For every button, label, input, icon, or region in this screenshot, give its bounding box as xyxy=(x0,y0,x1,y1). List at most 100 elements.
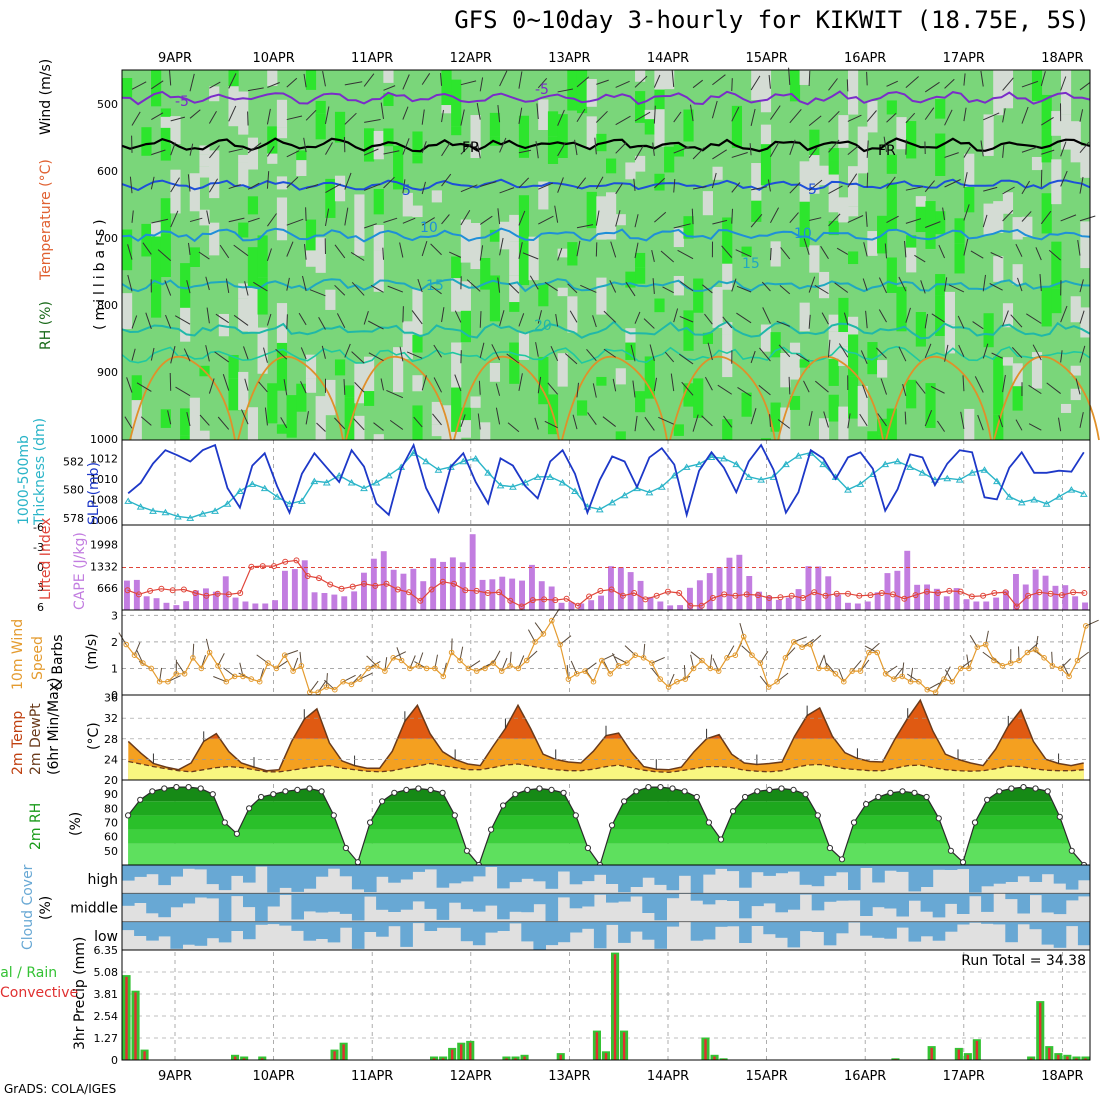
rh-cell xyxy=(906,247,917,273)
rh-cell xyxy=(596,196,607,240)
rh-marker xyxy=(572,812,579,819)
rh-cell xyxy=(509,214,520,242)
temperature-label: Temperature (°C) xyxy=(38,159,54,281)
wind-barb xyxy=(557,109,565,126)
wind-barb xyxy=(866,140,869,158)
cloud-cell xyxy=(472,893,486,912)
temp-units: (°C) xyxy=(86,722,102,750)
rh-cell xyxy=(286,395,297,438)
wind-barb xyxy=(1021,80,1039,88)
thickness-marker xyxy=(149,507,157,514)
rh-cell xyxy=(547,111,559,137)
wind-speed-marker xyxy=(866,649,872,656)
rh-cell xyxy=(993,70,1004,116)
rh-cell xyxy=(276,303,288,343)
wind-barb xyxy=(770,142,780,157)
cloud-cell xyxy=(1053,893,1067,915)
cloud-cell xyxy=(182,921,196,945)
wind-barb xyxy=(576,382,579,398)
wind-barb xyxy=(499,187,515,194)
wind-barb xyxy=(574,139,578,156)
wind-barb xyxy=(534,417,539,430)
cloud-cell xyxy=(666,921,680,927)
wind-speed-marker xyxy=(899,673,906,680)
rh-band xyxy=(128,829,1085,844)
rh-cell xyxy=(964,408,975,440)
rh-cell xyxy=(489,112,501,137)
rh-cell xyxy=(518,115,530,158)
li-marker xyxy=(563,595,570,602)
rh-cell xyxy=(305,219,317,251)
li-marker xyxy=(946,587,953,594)
precip-conv-bar xyxy=(261,1058,264,1060)
wind-barb xyxy=(1035,247,1042,261)
li-marker xyxy=(698,602,705,609)
wind-barb xyxy=(151,149,166,156)
rh-cell xyxy=(635,252,646,268)
wind-barb xyxy=(266,248,272,262)
precip-conv-bar xyxy=(1057,1054,1060,1060)
cloud-cell xyxy=(230,893,244,897)
cloud-cell xyxy=(763,893,776,904)
rh-cell xyxy=(828,148,839,161)
cloud-cell xyxy=(993,921,1006,925)
rh-label-surface: 2m RH xyxy=(28,803,44,850)
rh-cell xyxy=(596,277,607,315)
wind-barb xyxy=(1040,71,1046,87)
rh-cell xyxy=(857,385,868,427)
cloud-cell xyxy=(787,865,801,872)
precip-total-bar xyxy=(1072,1056,1081,1060)
rh-cell xyxy=(305,70,317,90)
rh-cell xyxy=(828,394,839,422)
rh-cell xyxy=(412,205,423,218)
cloud-cell xyxy=(448,921,462,928)
wind-barb xyxy=(324,106,330,125)
wind-speed-marker xyxy=(156,678,163,685)
thickness-marker xyxy=(819,460,828,468)
rh-cell xyxy=(1051,241,1062,289)
cloud-cell xyxy=(581,893,595,907)
wind-speed-marker xyxy=(1083,623,1089,629)
rh-cell xyxy=(809,245,820,273)
cloud-cell xyxy=(618,893,631,902)
cloud-cell xyxy=(533,893,546,905)
wind-barb xyxy=(931,313,945,323)
rh-cell xyxy=(480,422,491,440)
rh-cell xyxy=(538,99,549,130)
rh-cell xyxy=(267,70,278,86)
wind-barb xyxy=(1015,243,1023,257)
wind-barb xyxy=(557,142,567,157)
date-label-bottom: 15APR xyxy=(745,1069,787,1084)
rh-cell xyxy=(789,395,801,410)
rh-cell xyxy=(576,70,588,114)
rh-marker xyxy=(512,791,519,798)
rh-cell xyxy=(547,136,559,164)
wind-barb xyxy=(150,347,155,361)
wind-barb xyxy=(263,347,268,363)
cloud-cell xyxy=(569,921,583,933)
wind-tick: 2 xyxy=(111,636,118,649)
cloud-cell xyxy=(400,865,413,880)
precip-total-bar xyxy=(511,1056,520,1060)
cape-bar xyxy=(627,572,634,610)
slp-label: SLP (mb) xyxy=(86,462,102,525)
wind-barb xyxy=(266,108,271,125)
wind-barb xyxy=(592,383,597,398)
wind-barb xyxy=(789,182,801,194)
rh-cell xyxy=(276,424,288,434)
wind-barb xyxy=(421,73,431,85)
wind-speed-marker xyxy=(206,649,213,656)
li-marker xyxy=(169,587,176,594)
wind-barb xyxy=(963,238,969,256)
rh-marker xyxy=(524,786,531,794)
wind-barb xyxy=(690,104,694,122)
wind-speed-marker xyxy=(782,655,789,661)
rh-cell xyxy=(993,386,1004,415)
thickness-marker xyxy=(571,487,579,494)
wind-barb xyxy=(198,251,210,260)
li-marker xyxy=(732,592,739,599)
wind-barb xyxy=(334,284,346,296)
wind-speed-marker xyxy=(565,676,572,682)
wind-barb xyxy=(1079,81,1091,91)
wind-speed-marker xyxy=(515,665,522,672)
